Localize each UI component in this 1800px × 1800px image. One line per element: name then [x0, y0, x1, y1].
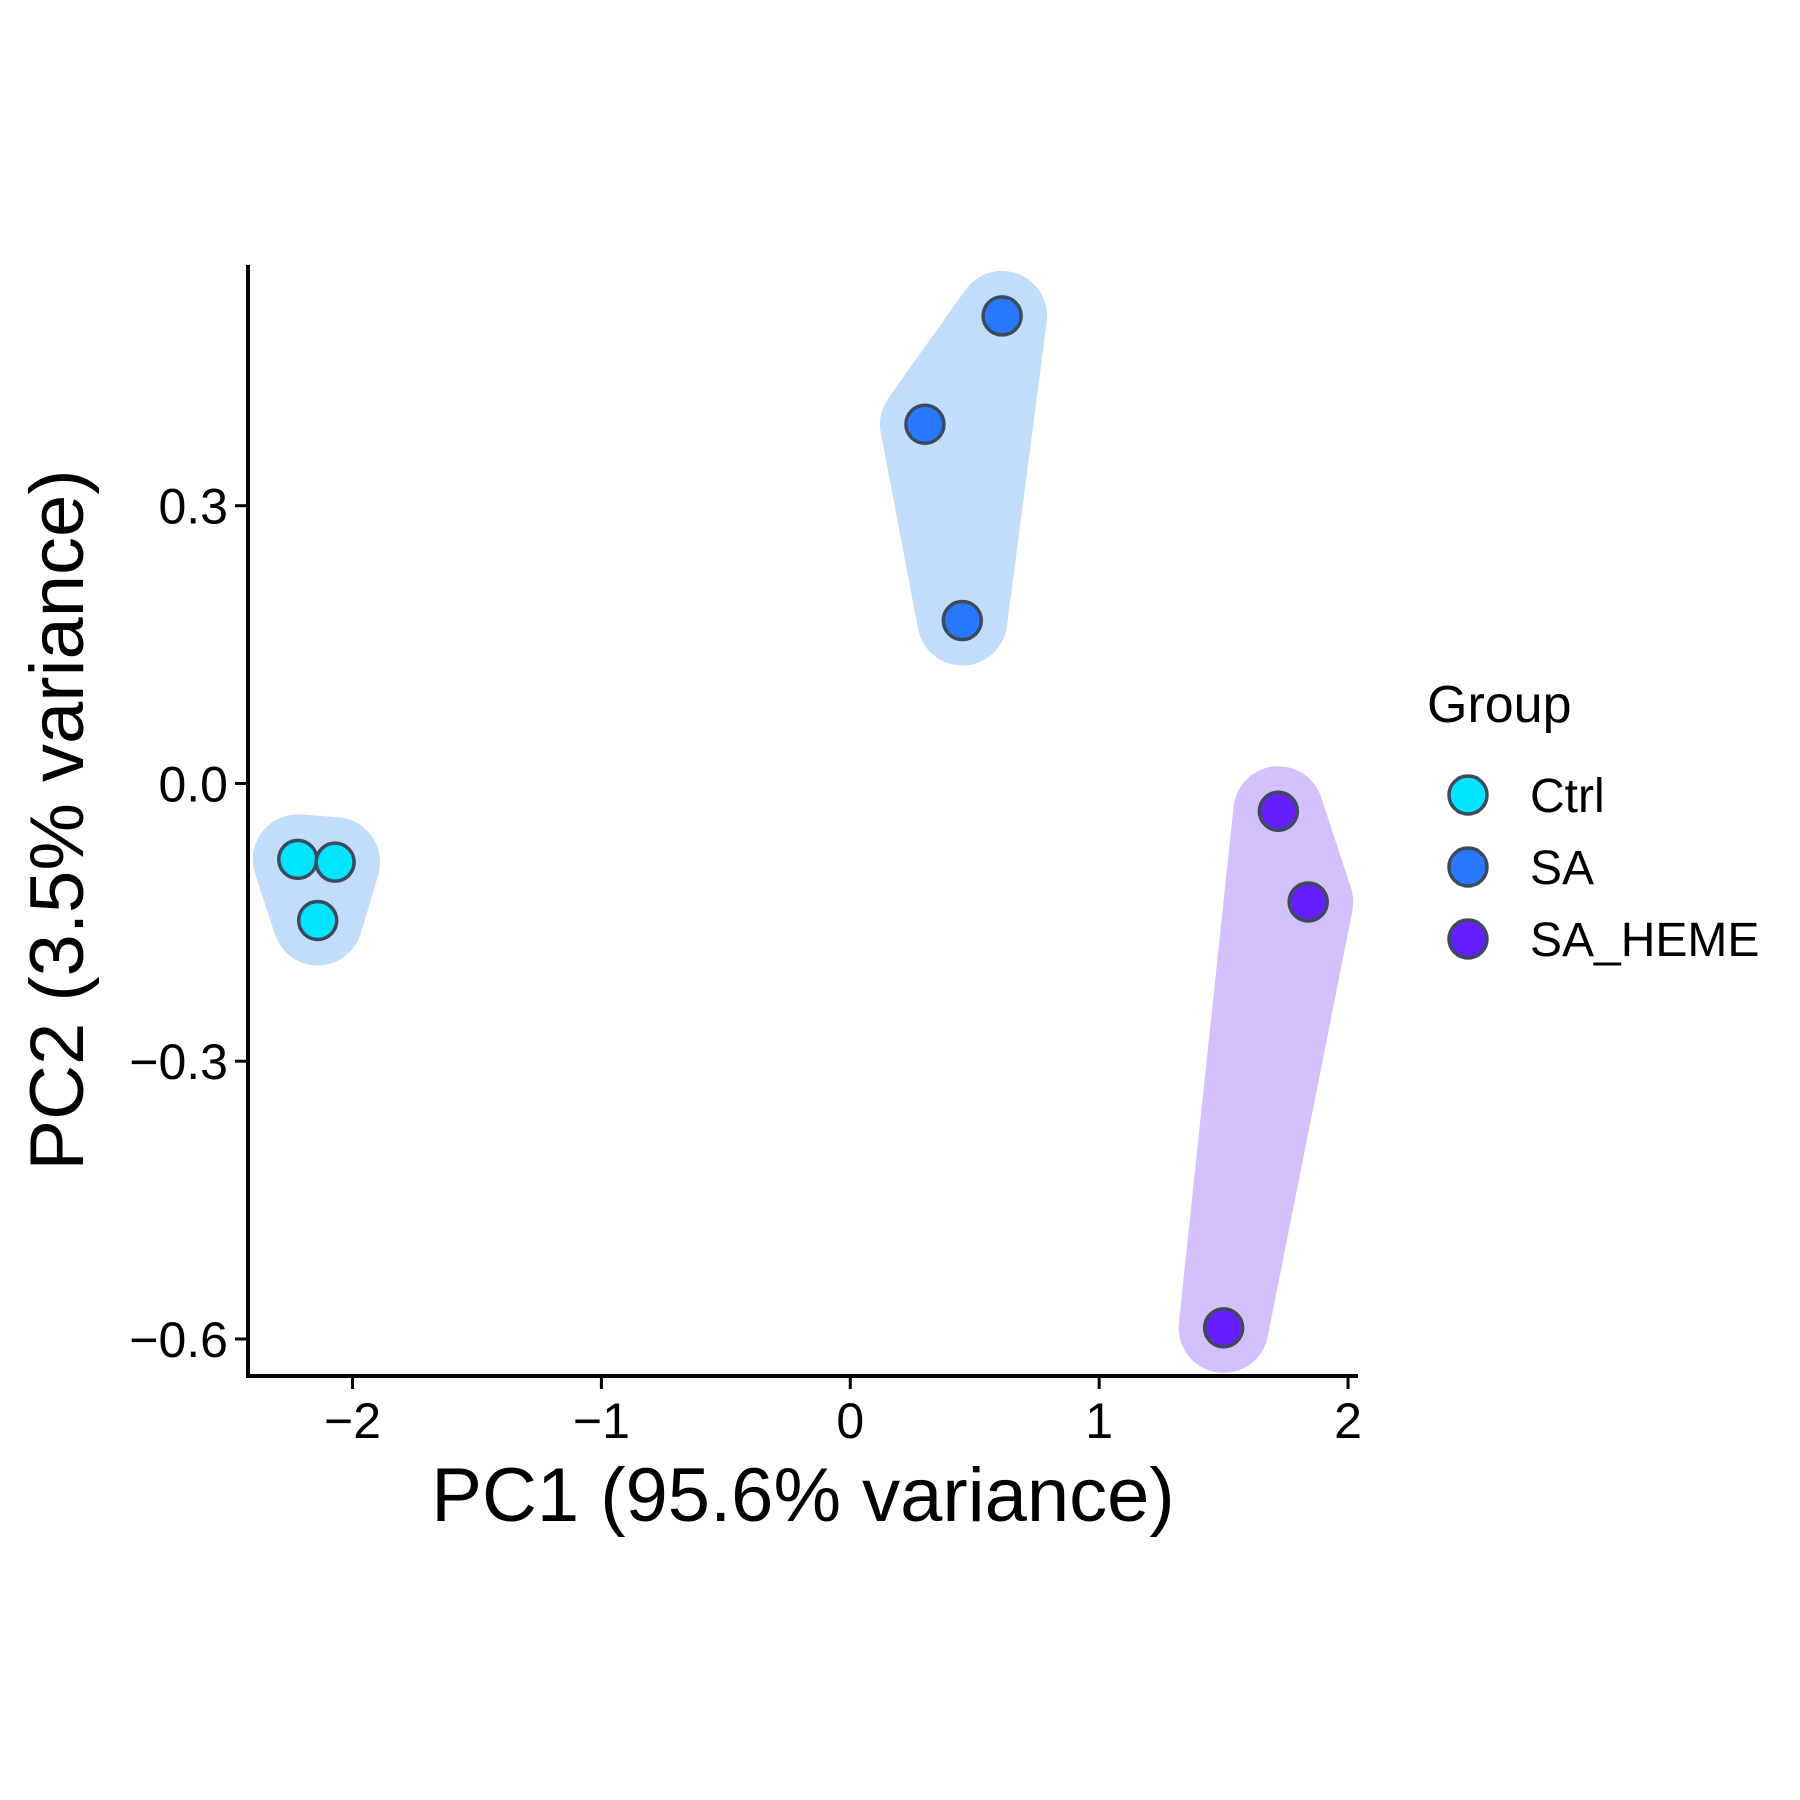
cluster-hull-sa_heme [1178, 766, 1354, 1373]
x-tick-label: 0 [836, 1393, 864, 1449]
legend-label-sa_heme: SA_HEME [1530, 914, 1759, 967]
cluster-hulls [252, 270, 1354, 1373]
x-tick-label: 2 [1334, 1393, 1362, 1449]
y-axis-title: PC2 (3.5% variance) [15, 469, 100, 1170]
legend: Group Ctrl SA SA_HEME [1427, 676, 1759, 967]
data-point-sa_heme [1202, 1307, 1245, 1349]
legend-items: Ctrl SA SA_HEME [1447, 770, 1759, 967]
y-tick-label: 0.0 [158, 756, 228, 812]
y-tick-label: −0.3 [129, 1034, 228, 1090]
x-tick-label: 1 [1085, 1393, 1113, 1449]
data-point-ctrl [314, 841, 356, 883]
legend-key-sa_heme [1447, 918, 1489, 960]
data-point-ctrl [277, 838, 319, 881]
data-point-sa [904, 403, 946, 445]
cluster-hull-sa [879, 270, 1048, 666]
x-axis-title: PC1 (95.6% variance) [431, 1453, 1174, 1538]
data-point-sa_heme [1257, 790, 1300, 832]
legend-title: Group [1427, 676, 1572, 734]
legend-key-ctrl [1447, 774, 1489, 816]
y-tick-label: 0.3 [158, 479, 228, 535]
x-tick-label: −2 [324, 1393, 381, 1449]
tick-marks: −2 −1 0 1 2 −0.6 −0.3 0.0 0.3 [129, 479, 1362, 1449]
y-tick-label: −0.6 [129, 1312, 228, 1368]
data-point-ctrl [296, 899, 339, 942]
legend-label-ctrl: Ctrl [1530, 770, 1605, 823]
data-points [277, 295, 1329, 1349]
legend-key-sa [1447, 846, 1489, 888]
data-point-sa_heme [1287, 881, 1329, 923]
data-point-sa [981, 295, 1023, 337]
legend-label-sa: SA [1530, 842, 1594, 895]
x-tick-label: −1 [573, 1393, 630, 1449]
data-point-sa [941, 599, 984, 642]
axes [246, 265, 1358, 1378]
